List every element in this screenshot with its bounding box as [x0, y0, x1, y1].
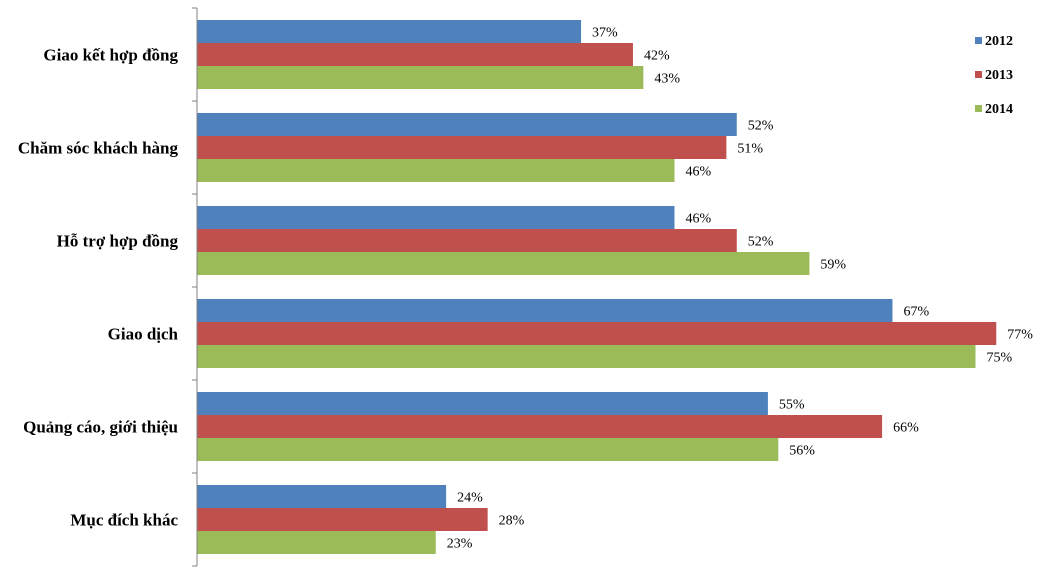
bar-2013-4 — [197, 415, 883, 438]
bar-2014-0 — [197, 66, 644, 89]
bar-2012-4 — [197, 392, 768, 415]
category-label-5: Mục đích khác — [70, 511, 178, 530]
category-label-4: Quảng cáo, giới thiệu — [23, 418, 178, 437]
data-label-2013-5: 28% — [499, 514, 525, 529]
bar-2013-0 — [197, 43, 633, 66]
bar-2012-1 — [197, 113, 737, 136]
bar-2012-0 — [197, 20, 582, 43]
bar-2014-5 — [197, 531, 436, 554]
legend-label-2012: 2012 — [985, 34, 1013, 49]
legend-swatch-2012 — [975, 37, 982, 44]
bar-2013-3 — [197, 322, 997, 345]
data-label-2014-5: 23% — [447, 537, 473, 552]
legend-label-2014: 2014 — [985, 102, 1013, 117]
legend: 2012 2013 2014 — [975, 34, 1013, 117]
data-label-2012-4: 55% — [779, 398, 805, 413]
category-label-1: Chăm sóc khách hàng — [18, 139, 179, 158]
legend-swatch-2013 — [975, 71, 982, 78]
bars-group — [197, 20, 997, 554]
data-label-2012-5: 24% — [457, 491, 483, 506]
bar-2014-4 — [197, 438, 779, 461]
bar-2012-3 — [197, 299, 893, 322]
category-label-3: Giao dịch — [108, 325, 179, 344]
data-label-2013-0: 42% — [644, 49, 670, 64]
bar-2013-5 — [197, 508, 488, 531]
data-label-2014-1: 46% — [685, 165, 711, 180]
data-label-2013-4: 66% — [893, 421, 919, 436]
data-label-2014-0: 43% — [654, 72, 680, 87]
category-label-2: Hỗ trợ hợp đồng — [57, 232, 179, 251]
data-label-2012-1: 52% — [748, 119, 774, 134]
category-label-0: Giao kết hợp đồng — [43, 46, 178, 65]
value-labels-group: 37% 42% 43% 52% 51% 46% 46% 52% 59% 67% 77% 75% 55% 6… — [447, 26, 1034, 552]
bar-2012-2 — [197, 206, 675, 229]
bar-2014-2 — [197, 252, 810, 275]
data-label-2014-3: 75% — [987, 351, 1013, 366]
legend-swatch-2014 — [975, 105, 982, 112]
data-label-2012-2: 46% — [685, 212, 711, 227]
bar-2014-1 — [197, 159, 675, 182]
y-axis — [192, 7, 198, 567]
data-label-2014-4: 56% — [789, 444, 815, 459]
bar-2013-2 — [197, 229, 737, 252]
legend-label-2013: 2013 — [985, 68, 1013, 83]
bar-2012-5 — [197, 485, 447, 508]
data-label-2012-0: 37% — [592, 26, 618, 41]
bar-2013-1 — [197, 136, 727, 159]
data-label-2014-2: 59% — [820, 258, 846, 273]
data-label-2013-3: 77% — [1007, 328, 1033, 343]
category-labels-group: Giao kết hợp đồng Chăm sóc khách hàng Hỗ t… — [18, 46, 179, 530]
bar-2014-3 — [197, 345, 976, 368]
data-label-2012-3: 67% — [903, 305, 929, 320]
data-label-2013-2: 52% — [748, 235, 774, 250]
data-label-2013-1: 51% — [737, 142, 763, 157]
